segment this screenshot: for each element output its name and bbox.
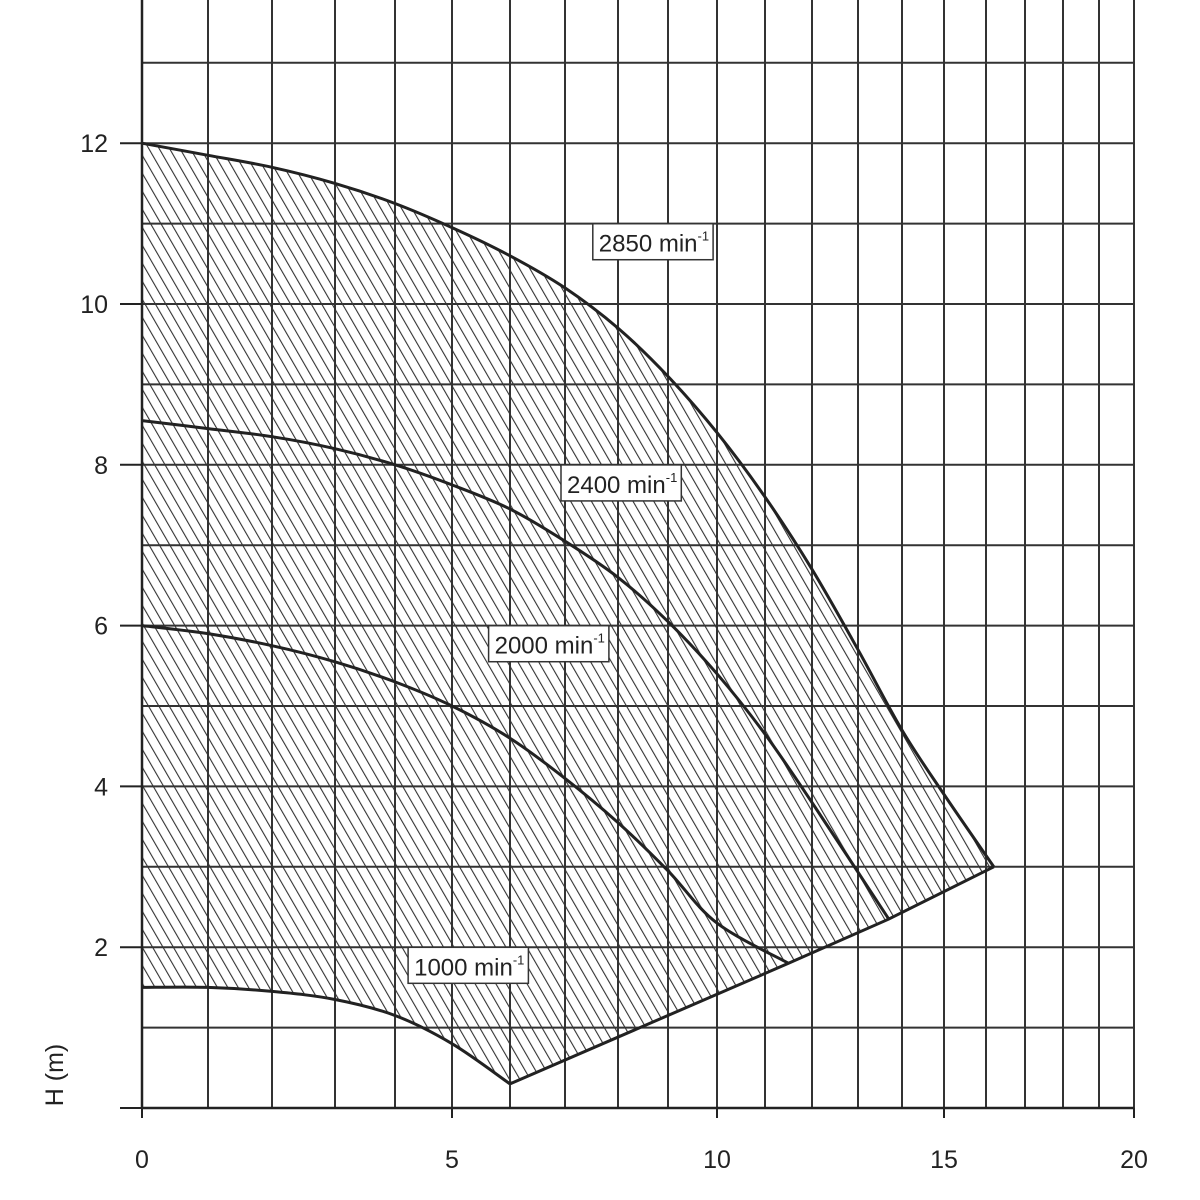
x-tick-label: 0 [135, 1146, 149, 1174]
y-tick-label: 8 [94, 452, 108, 480]
lower-boundary-line [509, 865, 995, 1086]
y-tick-label: 4 [94, 773, 108, 801]
curve-label: 1000 min-1 [407, 946, 530, 985]
series-line [141, 624, 790, 965]
curve-label-text: 2850 min-1 [599, 229, 709, 258]
y-tick-label: 10 [80, 291, 108, 319]
y-axis-label: H (m) [41, 1044, 69, 1106]
chart-grid [140, 0, 1135, 1110]
x-tick-label: 5 [445, 1146, 459, 1174]
curve-label: 2000 min-1 [487, 624, 610, 663]
curve-label-text: 2000 min-1 [495, 631, 605, 660]
operating-range-region [142, 143, 994, 1084]
axis-ticks: 0 5 10 15 20 2 4 6 8 10 12 [80, 130, 1148, 1174]
series-line [141, 985, 511, 1086]
y-tick-label: 2 [94, 934, 108, 962]
curve-label-box [487, 624, 610, 663]
curve-label: 2850 min-1 [592, 222, 714, 261]
y-tick-label: 12 [80, 130, 108, 158]
curve-label-box [592, 222, 714, 261]
curve-labels: 2850 min-1 2400 min-1 2000 min-1 1000 min-1 [407, 222, 714, 985]
hatched-area [142, 143, 994, 1084]
curve-lines [141, 141, 996, 1086]
curve-label-box [560, 464, 683, 502]
x-tick-label: 10 [703, 1146, 731, 1174]
x-tick-label: 15 [930, 1146, 958, 1174]
y-tick-label: 6 [94, 613, 108, 641]
x-tick-label: 20 [1120, 1146, 1148, 1174]
series-line [141, 419, 891, 920]
curve-label: 2400 min-1 [560, 464, 683, 502]
series-line [141, 141, 996, 868]
curve-label-text: 1000 min-1 [414, 952, 524, 981]
curve-label-box [407, 946, 530, 985]
curve-label-text: 2400 min-1 [567, 470, 677, 499]
